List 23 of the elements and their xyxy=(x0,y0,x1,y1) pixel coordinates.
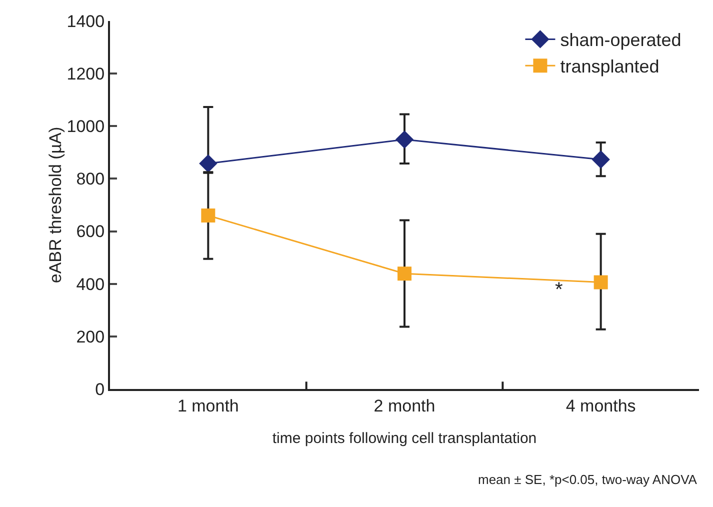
legend-label: transplanted xyxy=(560,56,660,77)
point xyxy=(395,130,414,149)
y-tick-label: 0 xyxy=(95,380,105,399)
point xyxy=(199,154,218,173)
y-tick-label: 200 xyxy=(76,327,105,346)
y-tick-label: 600 xyxy=(76,222,105,242)
point xyxy=(592,150,610,169)
y-tick-label: 1400 xyxy=(66,12,105,31)
x-tick-label: 2 month xyxy=(374,396,436,416)
annotation: * xyxy=(555,279,563,301)
text: mean ± SE, *p<0.05, two-way ANOVA xyxy=(478,472,698,487)
point xyxy=(398,266,412,281)
point xyxy=(594,275,608,290)
x-tick-label: 4 months xyxy=(566,396,636,416)
y-axis-title: eABR threshold (µA) xyxy=(46,126,65,284)
legend-label: sham-operated xyxy=(560,30,682,50)
x-axis-title: time points following cell transplantation xyxy=(272,430,537,447)
y-tick-label: 1200 xyxy=(66,64,105,84)
y-tick-label: 400 xyxy=(76,274,105,294)
y-tick-label: 800 xyxy=(76,170,105,189)
point xyxy=(201,208,216,223)
x-tick-label: 1 month xyxy=(177,396,239,416)
y-tick-label: 1000 xyxy=(66,117,105,136)
